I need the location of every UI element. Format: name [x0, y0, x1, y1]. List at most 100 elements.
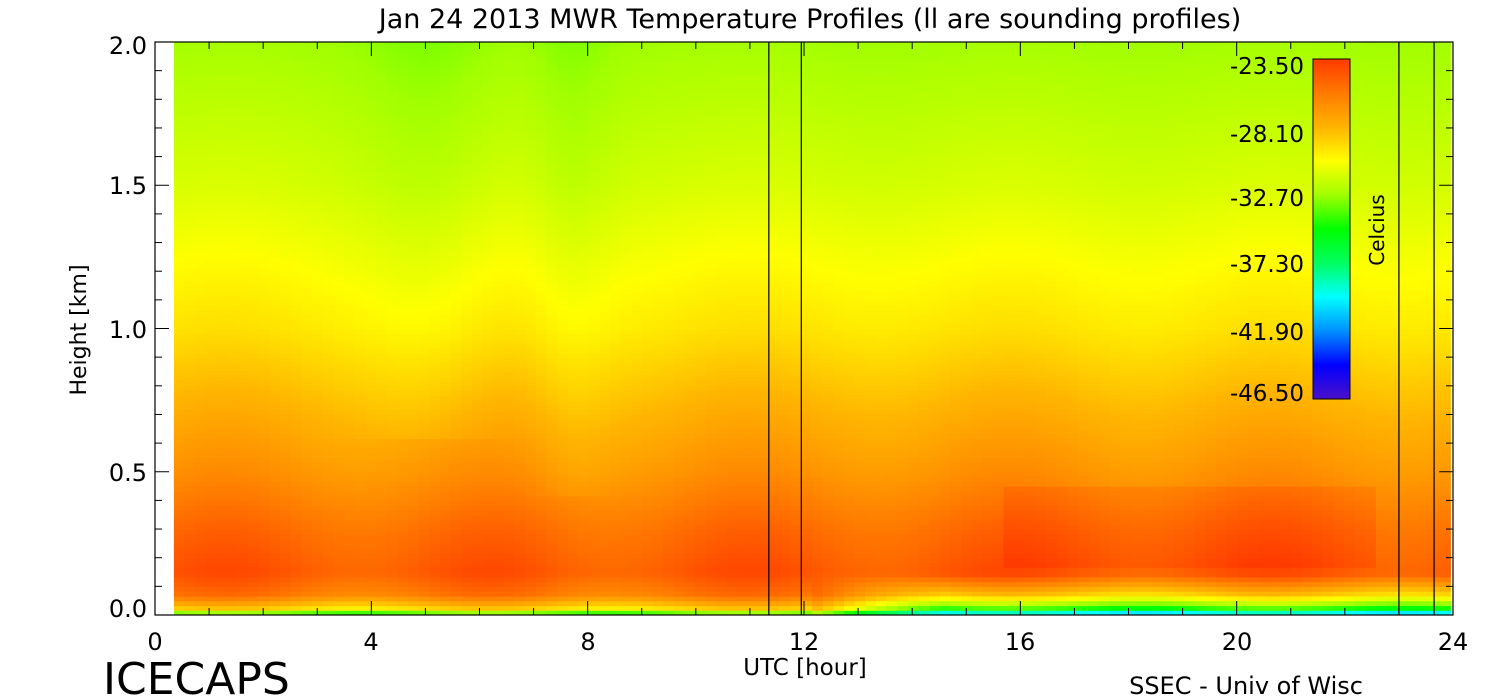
heatmap-cell — [333, 342, 345, 349]
heatmap-cell — [588, 175, 600, 182]
heatmap-cell — [556, 361, 569, 368]
heatmap-cell — [493, 424, 505, 430]
heatmap-cell — [173, 466, 186, 473]
heatmap-cell — [354, 247, 366, 253]
heatmap-cell — [493, 137, 505, 143]
heatmap-cell — [376, 419, 388, 425]
heatmap-cell — [610, 452, 622, 459]
heatmap-cell — [429, 166, 441, 172]
heatmap-cell — [237, 123, 249, 129]
heatmap-cell — [450, 84, 462, 91]
heatmap-cell — [610, 347, 622, 353]
heatmap-cell — [237, 404, 249, 411]
heatmap-cell — [556, 314, 569, 320]
heatmap-cell — [312, 323, 324, 330]
heatmap-cell — [418, 80, 430, 86]
heatmap-cell — [418, 323, 430, 330]
heatmap-cell — [578, 338, 590, 344]
heatmap-cell — [259, 247, 271, 253]
heatmap-cell — [237, 452, 249, 459]
heatmap-cell — [280, 204, 292, 210]
heatmap-cell — [556, 457, 569, 463]
heatmap-cell — [386, 61, 398, 67]
heatmap-cell — [397, 529, 409, 535]
heatmap-cell — [365, 376, 377, 382]
heatmap-cell — [461, 486, 473, 492]
heatmap-cell — [227, 247, 239, 253]
heatmap-cell — [290, 56, 303, 62]
heatmap-cell — [227, 213, 239, 220]
heatmap-cell — [376, 505, 388, 511]
heatmap-cell — [493, 471, 505, 478]
heatmap-cell — [301, 256, 313, 263]
heatmap-cell — [195, 137, 207, 143]
heatmap-cell — [259, 443, 271, 449]
heatmap-cell — [333, 419, 345, 425]
heatmap-cell — [322, 567, 335, 573]
heatmap-cell — [418, 376, 430, 382]
heatmap-cell — [599, 600, 611, 607]
heatmap-cell — [535, 194, 547, 201]
heatmap-cell — [333, 309, 345, 315]
heatmap-cell — [461, 462, 473, 468]
heatmap-cell — [439, 514, 452, 521]
heatmap-cell — [524, 414, 537, 420]
heatmap-cell — [588, 113, 600, 119]
heatmap-cell — [344, 137, 356, 143]
heatmap-cell — [259, 223, 271, 229]
heatmap-cell — [524, 228, 537, 234]
heatmap-cell — [471, 199, 483, 205]
heatmap-cell — [205, 299, 218, 306]
heatmap-cell — [524, 466, 537, 473]
heatmap-cell — [578, 466, 590, 473]
heatmap-cell — [216, 256, 228, 263]
heatmap-cell — [184, 333, 196, 339]
heatmap-cell — [365, 438, 377, 444]
heatmap-cell — [184, 113, 196, 119]
heatmap-cell — [450, 299, 462, 306]
heatmap-cell — [567, 132, 579, 139]
heatmap-cell — [195, 147, 207, 153]
heatmap-cell — [333, 223, 345, 229]
heatmap-cell — [397, 65, 409, 72]
heatmap-cell — [259, 295, 271, 301]
heatmap-cell — [344, 314, 356, 320]
heatmap-cell — [503, 161, 515, 167]
heatmap-cell — [354, 75, 366, 81]
heatmap-cell — [556, 304, 569, 310]
heatmap-cell — [588, 108, 600, 115]
heatmap-cell — [280, 342, 292, 349]
heatmap-cell — [205, 357, 218, 363]
heatmap-cell — [514, 500, 526, 506]
heatmap-cell — [312, 261, 324, 268]
heatmap-cell — [418, 247, 430, 253]
heatmap-cell — [259, 457, 271, 463]
heatmap-cell — [280, 256, 292, 263]
heatmap-cell — [546, 462, 558, 468]
heatmap-cell — [322, 314, 335, 320]
heatmap-cell — [418, 610, 430, 615]
heatmap-cell — [280, 89, 292, 96]
heatmap-cell — [344, 486, 356, 492]
heatmap-cell — [461, 371, 473, 377]
heatmap-cell — [514, 84, 526, 91]
heatmap-cell — [439, 548, 452, 554]
heatmap-cell — [461, 552, 473, 559]
heatmap-cell — [567, 185, 579, 191]
heatmap-cell — [535, 567, 547, 573]
heatmap-cell — [184, 51, 196, 57]
heatmap-cell — [429, 419, 441, 425]
heatmap-cell — [301, 285, 313, 291]
heatmap-cell — [556, 395, 569, 401]
heatmap-cell — [301, 586, 313, 592]
heatmap-cell — [173, 481, 186, 487]
heatmap-cell — [312, 605, 324, 611]
heatmap-cell — [503, 333, 515, 339]
heatmap-cell — [237, 175, 249, 182]
heatmap-cell — [588, 127, 600, 134]
heatmap-cell — [439, 552, 452, 559]
heatmap-cell — [259, 199, 271, 205]
heatmap-cell — [535, 400, 547, 406]
heatmap-cell — [493, 500, 505, 506]
heatmap-cell — [418, 213, 430, 220]
